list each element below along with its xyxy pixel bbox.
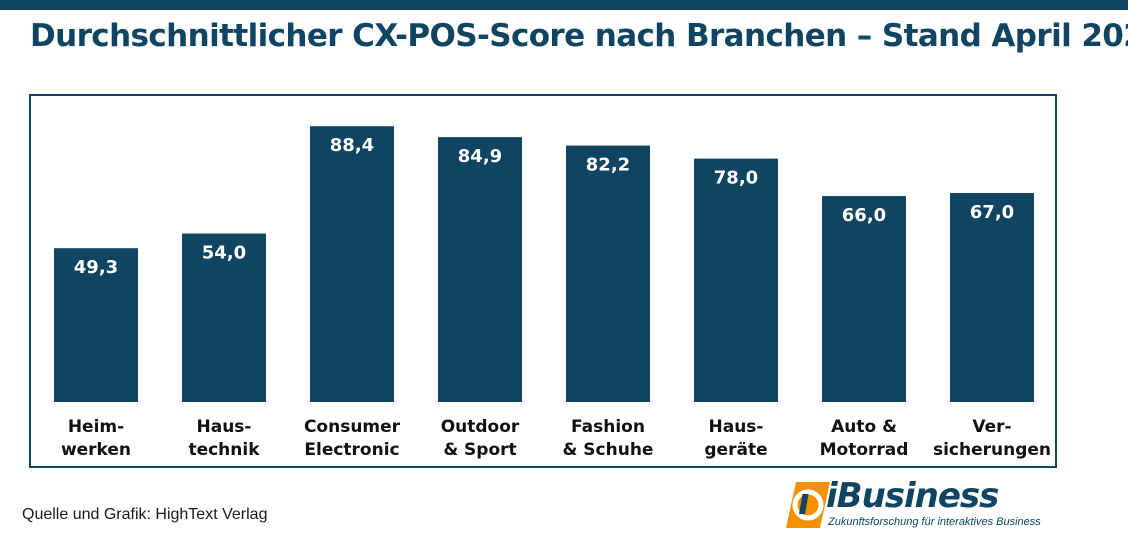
category-label: Outdoor (441, 417, 520, 437)
top-accent-bar (0, 0, 1128, 10)
chart-title: Durchschnittlicher CX-POS-Score nach Bra… (30, 18, 1128, 54)
category-label: Electronic (304, 440, 399, 460)
category-label: Haus- (197, 417, 252, 437)
category-label: Auto & (831, 417, 897, 437)
category-label: geräte (704, 440, 767, 460)
at-sign-icon (786, 482, 830, 528)
category-label: Heim- (68, 417, 124, 437)
bar (822, 196, 906, 402)
bar (950, 192, 1034, 402)
category-label: werken (61, 440, 131, 460)
bar (438, 137, 522, 402)
bar-value-label: 54,0 (202, 243, 246, 264)
bar (182, 233, 266, 402)
bar-value-label: 84,9 (458, 146, 502, 167)
chart-frame (29, 94, 1057, 468)
category-label: Ver- (972, 417, 1011, 437)
bar-value-label: 66,0 (842, 205, 886, 226)
logo-tagline: Zukunftsforschung für interaktives Busin… (828, 516, 1041, 528)
category-label: sicherungen (933, 440, 1051, 460)
category-label: Haus- (709, 417, 764, 437)
category-label: & Schuhe (563, 440, 654, 460)
bar-value-label: 67,0 (970, 202, 1014, 223)
bar (566, 145, 650, 402)
category-label: & Sport (443, 440, 516, 460)
bar (694, 158, 778, 402)
bar-value-label: 88,4 (330, 135, 374, 156)
bar-value-label: 82,2 (586, 155, 630, 176)
category-label: technik (188, 440, 260, 460)
source-note: Quelle und Grafik: HighText Verlag (22, 506, 268, 523)
bar-value-label: 49,3 (74, 257, 118, 278)
category-label: Consumer (304, 417, 401, 437)
bar (310, 126, 394, 402)
logo-wordmark: iBusiness (826, 476, 999, 516)
bar-value-label: 78,0 (714, 168, 758, 189)
category-label: Fashion (571, 417, 645, 437)
category-label: Motorrad (820, 440, 909, 460)
bar (54, 248, 138, 402)
ibusiness-logo: iBusiness Zukunftsforschung für interakt… (786, 476, 1076, 534)
